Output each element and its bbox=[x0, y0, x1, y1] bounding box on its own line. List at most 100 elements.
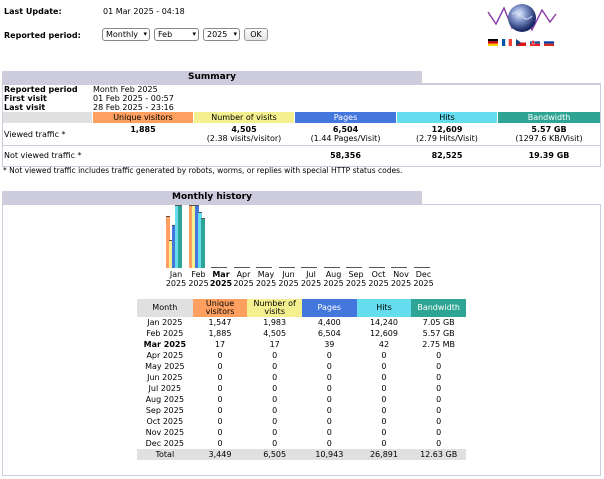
slovak-flag-icon[interactable] bbox=[530, 39, 540, 46]
table-cell-hits: 0 bbox=[381, 428, 387, 437]
viewed-visits-value: 4,505 bbox=[231, 125, 257, 134]
table-cell-hits: 42 bbox=[378, 340, 390, 349]
monthly-history-panel bbox=[2, 204, 601, 476]
table-cell-month: Feb 2025 bbox=[146, 329, 184, 338]
table-cell-unique: 0 bbox=[217, 439, 223, 448]
traffic-footnote: * Not viewed traffic includes traffic ge… bbox=[3, 166, 403, 175]
chart-bar-pages-mar bbox=[217, 267, 221, 268]
chart-bar-hits-apr bbox=[242, 267, 247, 268]
chart-bar-number-of-visits-feb bbox=[191, 205, 196, 268]
chart-bar-pages-sep bbox=[352, 267, 356, 268]
month-value: Feb bbox=[158, 30, 173, 39]
table-cell-pages: 0 bbox=[326, 351, 332, 360]
axis-label-month: Aug bbox=[325, 270, 342, 279]
last-visit-label: Last visit bbox=[4, 103, 46, 112]
french-flag-icon[interactable] bbox=[502, 39, 512, 46]
table-cell-unique: 0 bbox=[217, 417, 223, 426]
viewed-bandwidth-value: 5.57 GB bbox=[531, 125, 567, 134]
ok-button[interactable]: OK bbox=[244, 28, 268, 41]
chart-bar-pages-oct bbox=[374, 267, 379, 268]
chart-bar-bandwidth-gb--oct bbox=[380, 267, 385, 268]
table-cell-bandwidth: 0 bbox=[436, 351, 442, 360]
table-cell-hits: 0 bbox=[381, 362, 387, 371]
chart-bar-hits-jan bbox=[175, 205, 179, 268]
table-row: May 2025 0 0 0 0 0 bbox=[137, 361, 466, 372]
chart-bar-hits-may bbox=[265, 267, 269, 268]
table-cell-month: Dec 2025 bbox=[145, 439, 185, 448]
table-cell-bandwidth: 0 bbox=[436, 428, 442, 437]
chart-bar-unique-visitors-feb bbox=[188, 205, 193, 268]
monthly-history-title: Monthly history bbox=[2, 191, 422, 204]
summary-reported-period-value: Month Feb 2025 bbox=[93, 85, 158, 94]
year-select[interactable]: 2025 ▾ bbox=[203, 28, 240, 41]
table-row: Mar 2025 17 17 39 42 2.75 MB bbox=[137, 339, 466, 350]
chart-bar-number-of-visits-dec bbox=[416, 267, 421, 268]
chart-bar-number-of-visits-jan bbox=[169, 240, 173, 268]
axis-label-oct: Oct 2025 bbox=[367, 270, 391, 288]
czech-flag-icon[interactable] bbox=[516, 39, 526, 46]
german-flag-icon[interactable] bbox=[488, 39, 498, 46]
summary-reported-period-label: Reported period bbox=[4, 85, 78, 94]
axis-label-year: 2025 bbox=[323, 279, 344, 288]
chart-bar-bandwidth-gb--nov bbox=[403, 267, 407, 268]
table-cell-unique: 1,547 bbox=[208, 318, 232, 327]
table-cell-pages: 0 bbox=[326, 395, 332, 404]
chart-bar-bandwidth-gb--dec bbox=[425, 267, 430, 268]
table-cell-visits: 0 bbox=[272, 384, 278, 393]
last-update-label: Last Update: bbox=[4, 7, 62, 16]
axis-label-year: 2025 bbox=[233, 279, 254, 288]
total-cell-visits: 6,505 bbox=[263, 450, 287, 459]
total-cell-label: Total bbox=[155, 450, 175, 459]
axis-label-year: 2025 bbox=[345, 279, 367, 288]
period-type-select[interactable]: Monthly ▾ bbox=[102, 28, 150, 41]
chart-bar-number-of-visits-mar bbox=[214, 267, 218, 268]
axis-label-year: 2025 bbox=[165, 279, 187, 288]
table-row: Jun 2025 0 0 0 0 0 bbox=[137, 372, 466, 383]
table-cell-month: Jan 2025 bbox=[147, 318, 183, 327]
table-cell-unique: 1,885 bbox=[208, 329, 232, 338]
viewed-unique-value: 1,885 bbox=[130, 125, 156, 134]
table-cell-unique: 0 bbox=[217, 406, 223, 415]
table-cell-month: Jul 2025 bbox=[148, 384, 182, 393]
table-cell-visits: 0 bbox=[272, 439, 278, 448]
table-cell-hits: 0 bbox=[381, 395, 387, 404]
chart-bar-unique-visitors-aug bbox=[323, 267, 328, 268]
chart-bar-unique-visitors-dec bbox=[413, 267, 418, 268]
summary-header-hits: Hits bbox=[397, 112, 497, 123]
monthly-table-header: Month Unique visitors Number of visits P… bbox=[137, 299, 466, 317]
table-cell-bandwidth: 0 bbox=[436, 417, 442, 426]
axis-label-month: Sep bbox=[348, 270, 364, 279]
axis-label-dec: Dec 2025 bbox=[412, 270, 436, 288]
table-total-row: Total 3,449 6,505 10,943 26,891 12.63 GB bbox=[137, 449, 466, 460]
last-visit-value: 28 Feb 2025 - 23:16 bbox=[93, 103, 174, 112]
chart-bar-unique-visitors-mar bbox=[211, 267, 215, 268]
monthly-header-month: Month bbox=[137, 299, 193, 317]
table-cell-bandwidth: 0 bbox=[436, 373, 442, 382]
axis-label-apr: Apr 2025 bbox=[232, 270, 256, 288]
monthly-chart bbox=[166, 205, 438, 268]
russian-flag-icon[interactable] bbox=[544, 39, 554, 46]
chart-bar-unique-visitors-jul bbox=[301, 267, 305, 268]
table-cell-unique: 0 bbox=[217, 384, 223, 393]
axis-label-jan: Jan 2025 bbox=[164, 270, 188, 288]
axis-label-month: Nov bbox=[393, 270, 409, 279]
table-row: Oct 2025 0 0 0 0 0 bbox=[137, 416, 466, 427]
chart-bar-hits-sep bbox=[355, 267, 359, 268]
table-cell-pages: 0 bbox=[326, 406, 332, 415]
chart-bar-unique-visitors-nov bbox=[391, 267, 395, 268]
chart-bar-number-of-visits-sep bbox=[349, 267, 353, 268]
table-cell-month: Aug 2025 bbox=[145, 395, 185, 404]
chart-bar-bandwidth-gb--sep bbox=[358, 267, 362, 268]
chart-bar-bandwidth-gb--jul bbox=[313, 267, 317, 268]
table-cell-month: Sep 2025 bbox=[145, 406, 184, 415]
first-visit-value: 01 Feb 2025 - 00:57 bbox=[93, 94, 174, 103]
month-select[interactable]: Feb ▾ bbox=[154, 28, 199, 41]
chevron-down-icon: ▾ bbox=[233, 30, 237, 38]
axis-label-year: 2025 bbox=[300, 279, 322, 288]
total-cell-unique: 3,449 bbox=[208, 450, 232, 459]
table-cell-bandwidth: 0 bbox=[436, 395, 442, 404]
table-cell-month: Nov 2025 bbox=[145, 428, 185, 437]
table-cell-visits: 4,505 bbox=[263, 329, 287, 338]
table-cell-month: Jun 2025 bbox=[147, 373, 183, 382]
summary-rule bbox=[2, 83, 601, 84]
